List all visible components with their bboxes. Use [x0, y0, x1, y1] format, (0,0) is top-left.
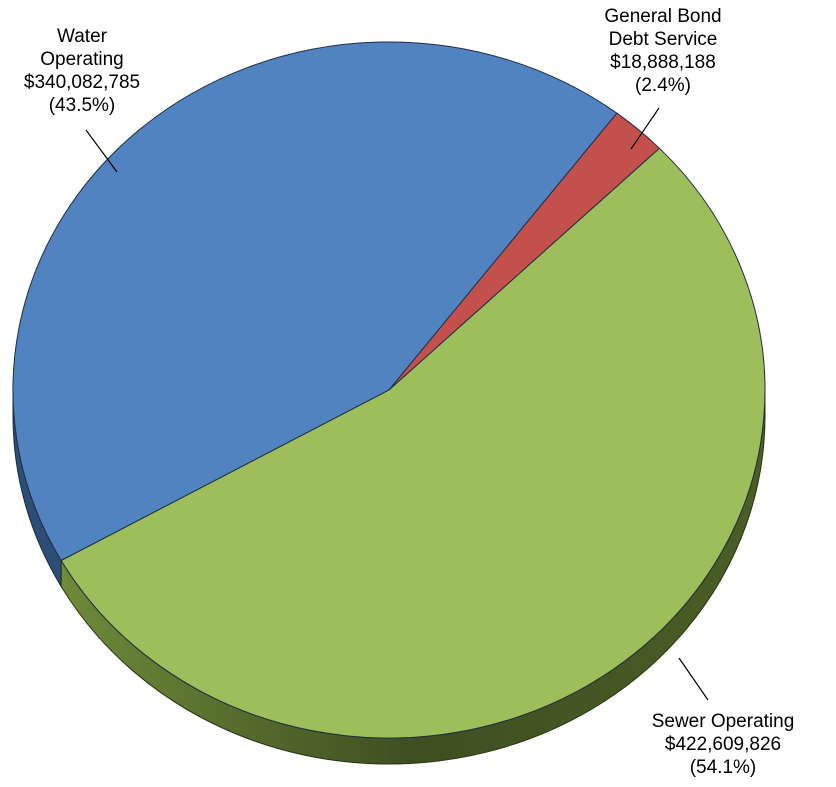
sewer-label-percent: (54.1%): [690, 757, 757, 778]
sewer-label-line1: Sewer Operating: [652, 711, 795, 732]
bond-label-value: $18,888,188: [610, 52, 716, 73]
bond-label-percent: (2.4%): [635, 75, 691, 96]
water-operating-slice: [12, 41, 618, 562]
leader-lines: [85, 107, 709, 701]
sewer-leader-line: [678, 657, 709, 701]
water-leader-line: [85, 129, 118, 173]
sewer-operating-slice: [60, 147, 766, 739]
bond-label-line1: General Bond: [604, 6, 721, 27]
water-label-line2: Operating: [40, 49, 123, 70]
sewer-label-value: $422,609,826: [665, 734, 781, 755]
water-label-percent: (43.5%): [49, 95, 116, 116]
data-labels: Water Operating $340,082,785 (43.5%) Gen…: [24, 6, 794, 778]
bond-leader-line: [630, 107, 660, 150]
water-label-value: $340,082,785: [24, 72, 140, 93]
water-label-line1: Water: [57, 26, 108, 47]
pie-top: [12, 41, 766, 739]
bond-label-line2: Debt Service: [609, 29, 718, 50]
